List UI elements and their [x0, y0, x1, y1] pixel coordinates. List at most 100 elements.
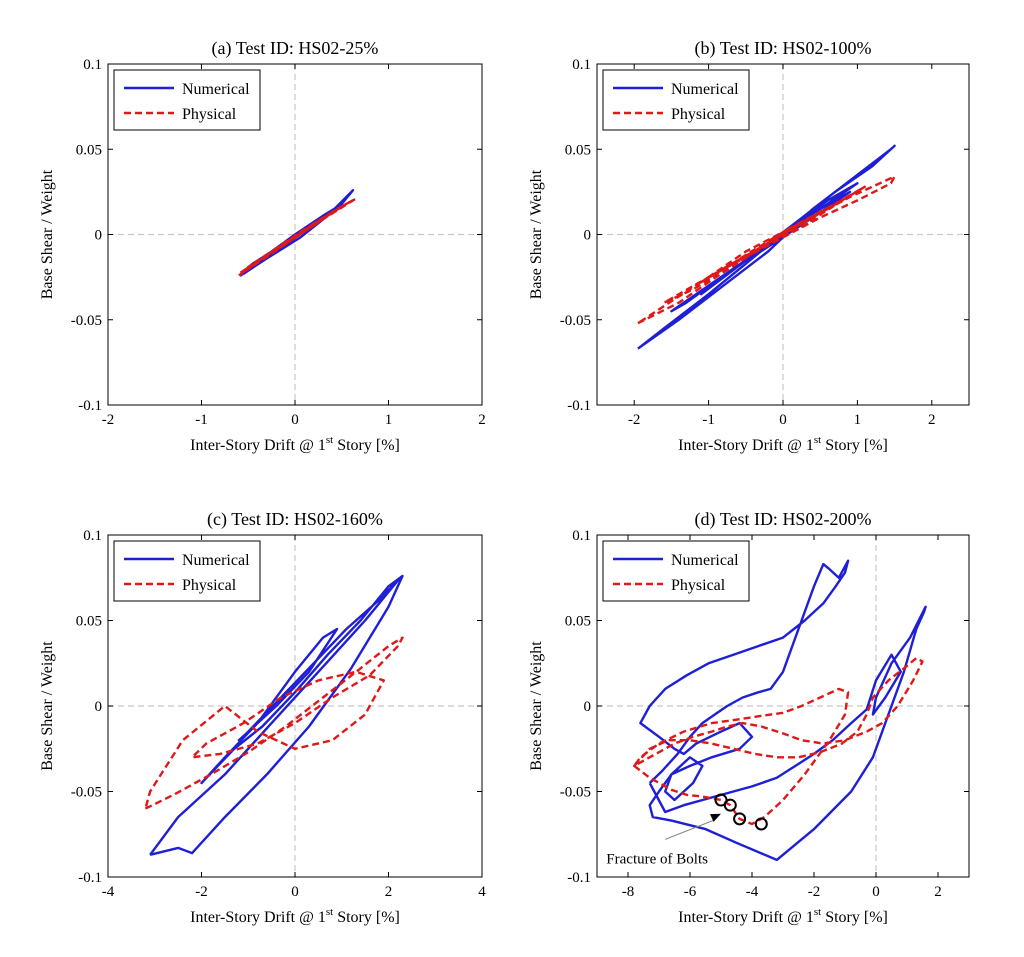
x-tick-label: -6 — [684, 884, 697, 900]
series-group — [144, 574, 404, 856]
x-tick-label: -2 — [808, 884, 821, 900]
y-tick-label: -0.05 — [71, 785, 102, 801]
legend-label-physical: Physical — [671, 106, 726, 123]
y-tick-label: 0.05 — [76, 142, 102, 158]
series-line-numerical — [637, 144, 896, 350]
chart-panel-d: Fracture of Bolts -8 -6 -4 -2 0 2 -0.1 -0.05 0 0.0… — [528, 509, 970, 926]
x-axis-label: Inter-Story Drift @ 1st Story [%] — [678, 434, 888, 454]
y-tick-label: 0 — [95, 699, 103, 715]
x-tick-label: 0 — [291, 412, 299, 428]
x-axis-label: Inter-Story Drift @ 1st Story [%] — [678, 906, 888, 926]
chart-panel-b: -2 -1 0 1 2 -0.1 -0.05 0 0.05 0.1 (b) Test ID: HS0… — [528, 38, 970, 454]
legend-label-physical: Physical — [671, 577, 726, 594]
y-tick-label: 0.1 — [572, 57, 591, 73]
x-axis-label-main: Inter-Story Drift @ 1 — [190, 909, 326, 926]
legend: Numerical Physical — [602, 540, 750, 602]
x-tick-label: -1 — [195, 412, 208, 428]
fracture-marker — [754, 817, 768, 831]
chart-panel-a: -2 -1 0 1 2 -0.1 -0.05 0 0.05 0.1 (a) Test ID: HS0… — [39, 38, 486, 454]
y-tick-label: 0 — [95, 228, 103, 244]
x-axis-label-sup: st — [814, 434, 821, 446]
x-axis-label-main: Inter-Story Drift @ 1 — [678, 437, 814, 454]
series-group — [238, 188, 357, 277]
x-axis-label-tail: Story [%] — [333, 909, 400, 926]
series-line-numerical — [639, 559, 927, 862]
chart-title: (b) Test ID: HS02-100% — [695, 38, 872, 59]
y-axis-label: Base Shear / Weight — [39, 641, 56, 771]
y-tick-label: 0.05 — [565, 142, 591, 158]
legend: Numerical Physical — [113, 69, 261, 131]
y-tick-label: -0.1 — [567, 870, 591, 886]
chart-title: (c) Test ID: HS02-160% — [207, 509, 383, 530]
x-axis-label-sup: st — [326, 906, 333, 918]
x-tick-label: 2 — [934, 884, 942, 900]
y-tick-label: 0.1 — [83, 528, 102, 544]
legend-box — [113, 540, 261, 602]
y-tick-label: -0.05 — [560, 313, 591, 329]
x-axis-label-main: Inter-Story Drift @ 1 — [678, 909, 814, 926]
x-tick-label: 2 — [928, 412, 936, 428]
x-axis-label-tail: Story [%] — [821, 909, 888, 926]
x-axis-label-tail: Story [%] — [821, 437, 888, 454]
x-axis-label: Inter-Story Drift @ 1st Story [%] — [190, 906, 400, 926]
annotation-leader — [665, 819, 716, 840]
x-tick-label: 0 — [779, 412, 787, 428]
legend: Numerical Physical — [602, 69, 750, 131]
x-tick-label: -8 — [622, 884, 635, 900]
legend-label-physical: Physical — [182, 106, 237, 123]
y-tick-label: -0.1 — [78, 870, 102, 886]
x-tick-label: -4 — [746, 884, 759, 900]
legend-box — [602, 69, 750, 131]
y-tick-label: -0.05 — [560, 785, 591, 801]
y-axis-label: Base Shear / Weight — [39, 169, 56, 299]
x-tick-label: -2 — [102, 412, 115, 428]
x-axis-label-sup: st — [326, 434, 333, 446]
series-line-physical — [144, 636, 404, 810]
x-tick-label: 0 — [291, 884, 299, 900]
series-line-numerical — [149, 574, 404, 856]
legend-label-numerical: Numerical — [671, 81, 739, 98]
chart-panel-c: -4 -2 0 2 4 -0.1 -0.05 0 0.05 0.1 (c) Test ID: HS0… — [39, 509, 486, 926]
series-group — [637, 144, 896, 350]
x-tick-label: -2 — [195, 884, 208, 900]
y-tick-label: 0.05 — [565, 614, 591, 630]
y-tick-label: -0.1 — [78, 398, 102, 414]
series-line-physical — [633, 656, 924, 826]
annotation-arrowhead — [710, 813, 721, 822]
y-tick-label: 0.05 — [76, 614, 102, 630]
y-tick-label: 0 — [584, 699, 592, 715]
series-group — [633, 559, 927, 862]
legend-label-numerical: Numerical — [182, 81, 250, 98]
x-tick-label: 0 — [872, 884, 880, 900]
y-tick-label: -0.05 — [71, 313, 102, 329]
series-line-physical — [637, 175, 896, 325]
x-tick-label: 1 — [854, 412, 862, 428]
legend-box — [113, 69, 261, 131]
x-tick-label: -2 — [628, 412, 641, 428]
x-axis-label: Inter-Story Drift @ 1st Story [%] — [190, 434, 400, 454]
y-axis-label: Base Shear / Weight — [528, 641, 545, 771]
x-tick-label: -1 — [702, 412, 715, 428]
y-axis-label: Base Shear / Weight — [528, 169, 545, 299]
x-tick-label: 2 — [385, 884, 393, 900]
y-tick-label: 0 — [584, 228, 592, 244]
x-axis-label-sup: st — [814, 906, 821, 918]
x-tick-label: -4 — [102, 884, 115, 900]
legend-box — [602, 540, 750, 602]
series-line-physical — [238, 197, 357, 277]
annotation-label: Fracture of Bolts — [606, 851, 708, 867]
x-tick-label: 1 — [385, 412, 393, 428]
y-tick-label: 0.1 — [572, 528, 591, 544]
fracture-marker — [733, 812, 747, 826]
y-tick-label: -0.1 — [567, 398, 591, 414]
y-tick-label: 0.1 — [83, 57, 102, 73]
chart-title: (d) Test ID: HS02-200% — [695, 509, 872, 530]
fracture-marker — [723, 798, 737, 812]
chart-title: (a) Test ID: HS02-25% — [212, 38, 379, 59]
legend-label-numerical: Numerical — [182, 552, 250, 569]
x-tick-label: 2 — [478, 412, 486, 428]
x-tick-label: 4 — [478, 884, 486, 900]
legend-label-physical: Physical — [182, 577, 237, 594]
legend-label-numerical: Numerical — [671, 552, 739, 569]
